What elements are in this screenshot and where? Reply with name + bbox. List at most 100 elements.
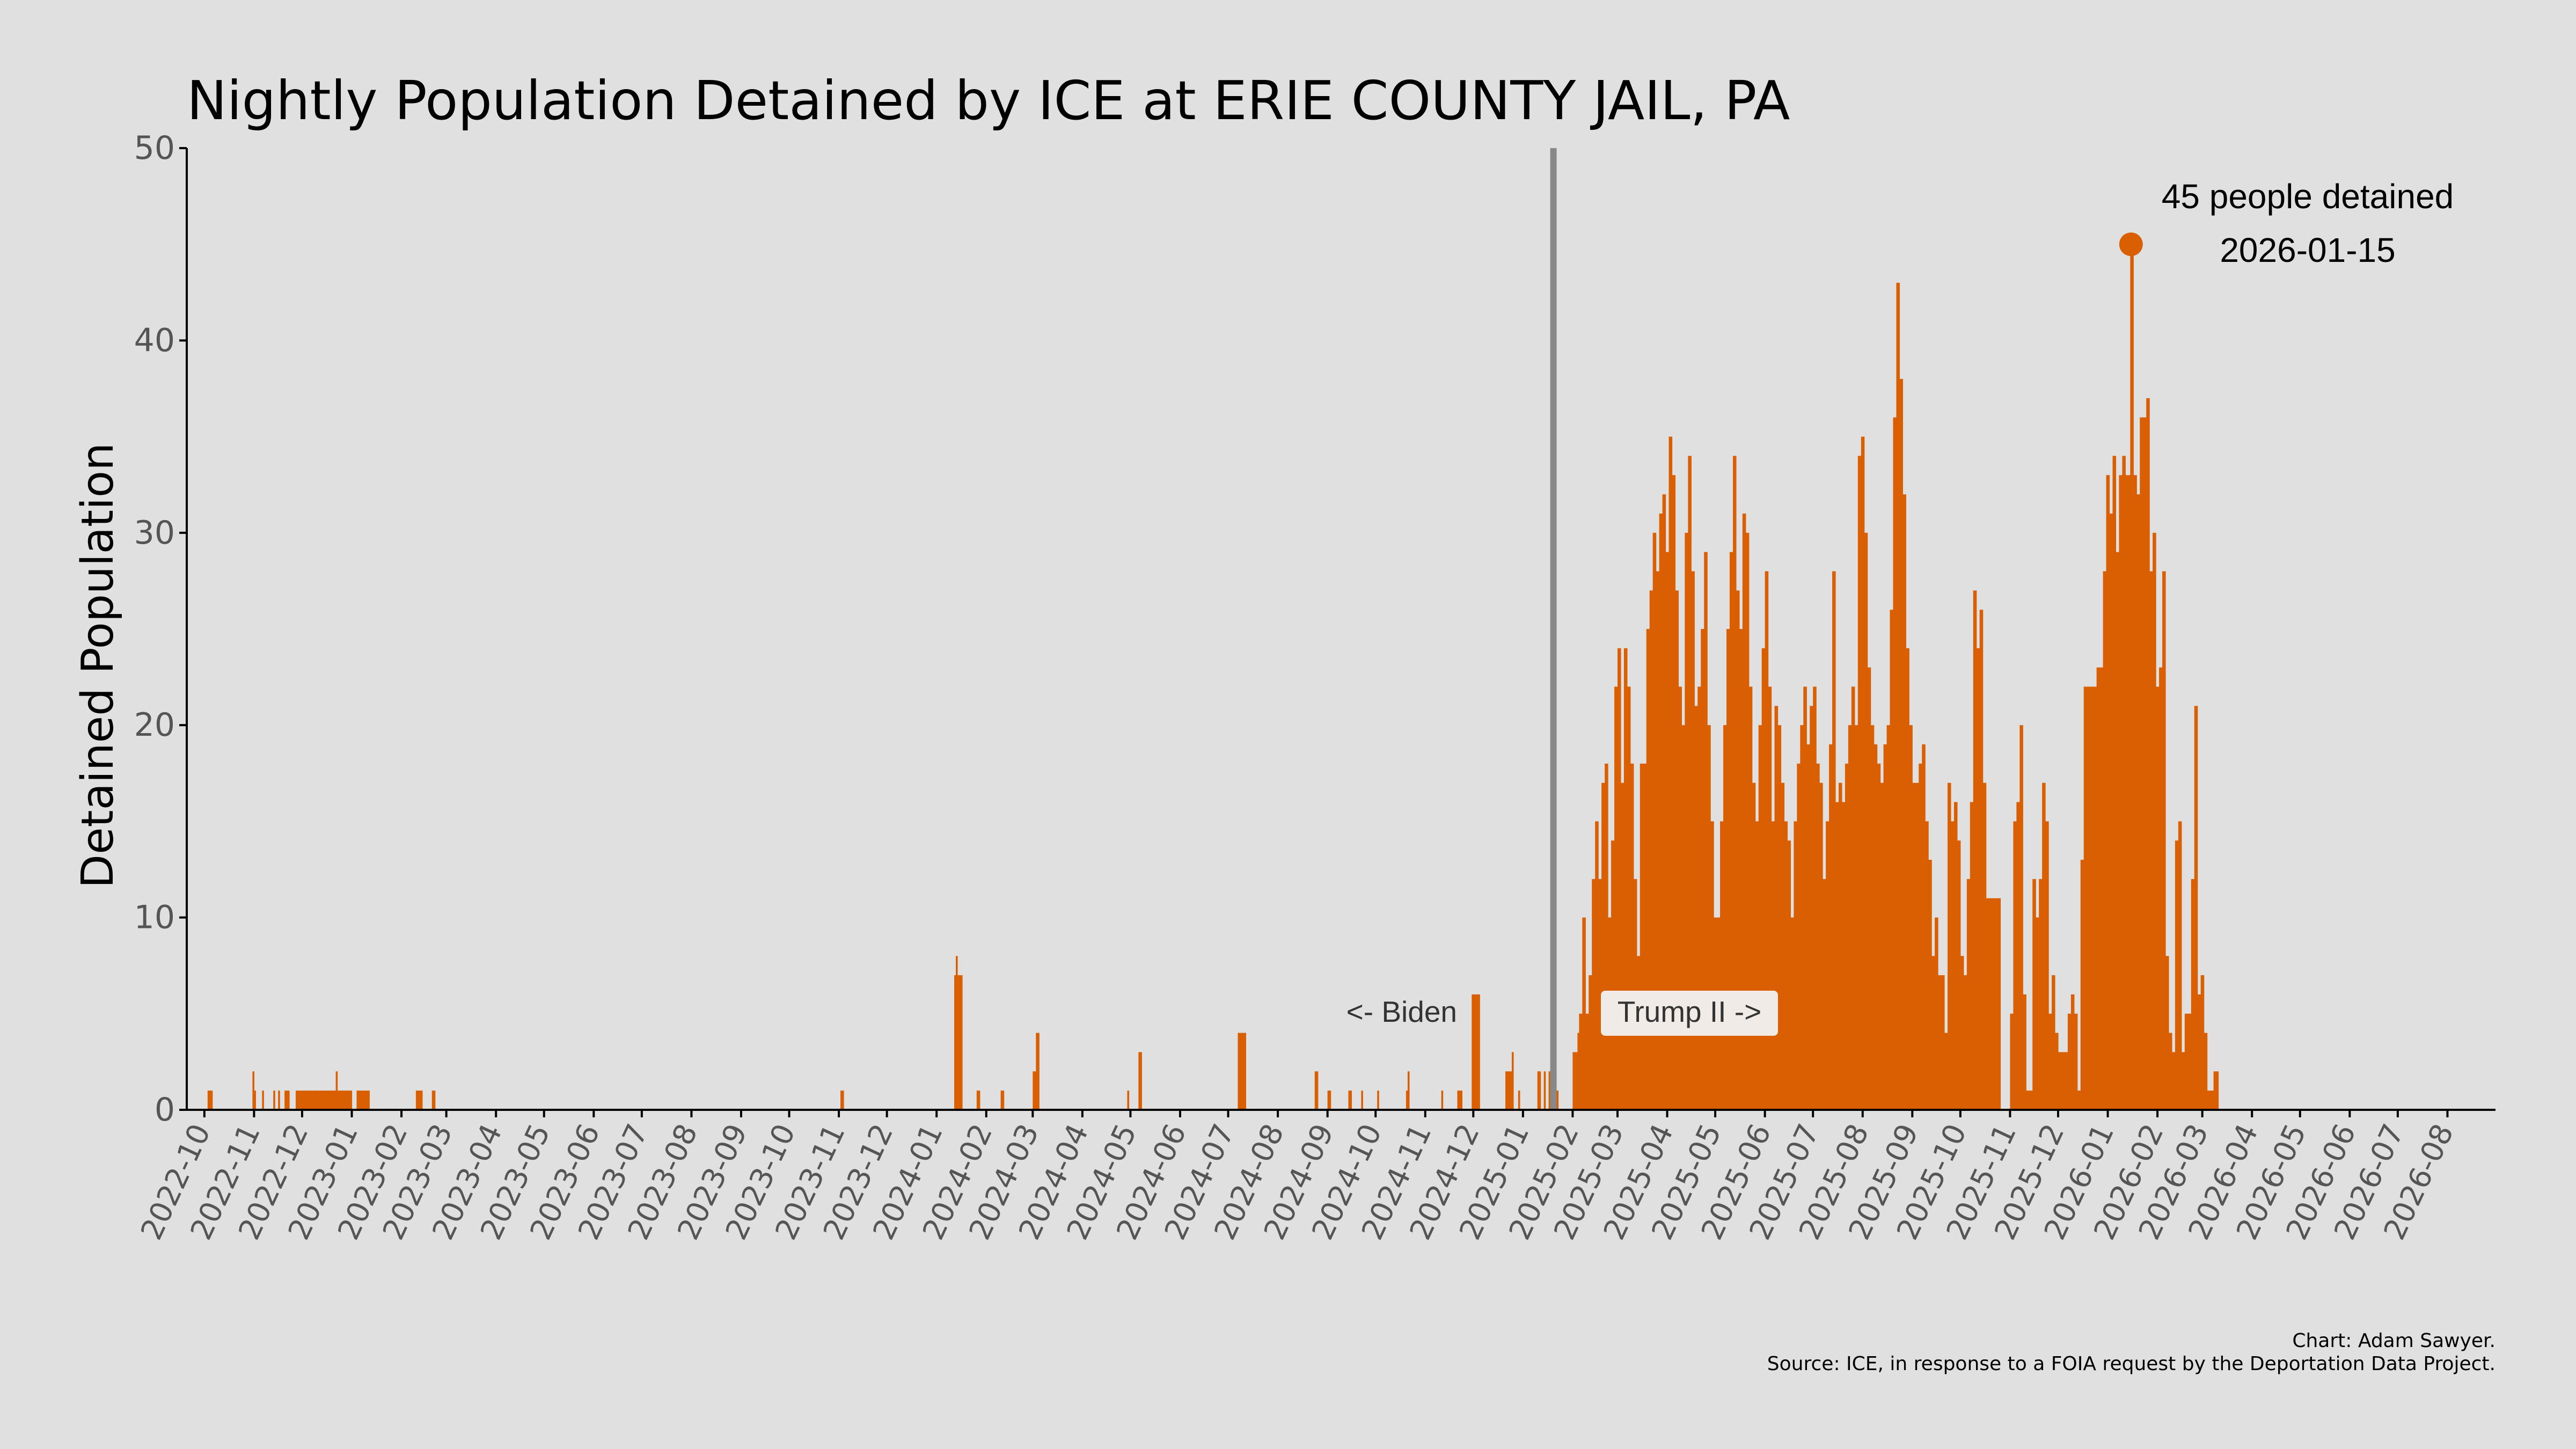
bar <box>960 975 963 1110</box>
bar <box>326 1091 328 1110</box>
bar <box>1848 725 1852 1110</box>
bar <box>306 1091 309 1110</box>
bar <box>2099 667 2104 1110</box>
bar <box>2083 686 2088 1110</box>
bar <box>2165 956 2169 1110</box>
bar <box>1640 763 1644 1110</box>
y-tick-label: 30 <box>134 514 175 552</box>
bar <box>1835 802 1839 1110</box>
bar <box>2194 706 2198 1110</box>
bar <box>1678 686 1682 1110</box>
bar <box>2074 1013 2078 1110</box>
bar <box>1543 1071 1546 1110</box>
bar <box>1973 590 1977 1110</box>
bar <box>1886 725 1891 1110</box>
bar <box>1819 782 1823 1110</box>
bar <box>2016 802 2020 1110</box>
bar <box>1506 1071 1509 1110</box>
bar <box>2106 475 2110 1110</box>
bar <box>1675 590 1679 1110</box>
bar <box>1890 610 1894 1110</box>
bar <box>2136 494 2140 1110</box>
bar <box>1957 840 1961 1110</box>
bar <box>1000 1091 1003 1110</box>
bar <box>1841 802 1846 1110</box>
bar <box>342 1091 345 1110</box>
bar <box>319 1091 322 1110</box>
peak-annotation-date: 2026-01-15 <box>2220 231 2395 269</box>
bar <box>2119 475 2123 1110</box>
bar <box>976 1091 979 1110</box>
credit-source: Source: ICE, in response to a FOIA reque… <box>1767 1353 2496 1375</box>
bar <box>2039 879 2043 1110</box>
bar <box>1742 513 1746 1110</box>
bar <box>2191 879 2195 1110</box>
bar <box>2197 994 2201 1110</box>
bar <box>1989 898 1993 1110</box>
bar <box>2187 1013 2192 1110</box>
bar <box>1845 763 1849 1110</box>
bar <box>1896 282 1900 1110</box>
bar <box>2013 821 2017 1110</box>
bar <box>1623 648 1628 1110</box>
bar <box>1036 1033 1038 1110</box>
y-tick-label: 20 <box>134 706 175 744</box>
bar <box>1574 1052 1578 1110</box>
bar <box>358 1091 361 1110</box>
y-axis-label: Detained Population <box>72 443 123 888</box>
bar <box>2216 1071 2219 1110</box>
bar <box>254 1091 256 1110</box>
bar <box>2204 1033 2208 1110</box>
bar <box>2090 686 2094 1110</box>
bar <box>347 1091 349 1110</box>
bar <box>1459 1091 1461 1110</box>
bar <box>2048 1013 2052 1110</box>
bar <box>1999 898 2001 1110</box>
bar <box>1864 532 1868 1110</box>
bar <box>1761 648 1766 1110</box>
bar <box>252 1071 254 1110</box>
bar <box>954 975 956 1110</box>
bar <box>1244 1033 1246 1110</box>
bar <box>286 1091 288 1110</box>
bar <box>2133 475 2137 1110</box>
bar <box>329 1091 332 1110</box>
bar <box>324 1091 327 1110</box>
bar <box>2077 1091 2081 1110</box>
bar <box>363 1091 365 1110</box>
bar <box>2087 686 2091 1110</box>
bar <box>2130 244 2132 1110</box>
bar <box>311 1091 314 1110</box>
bar <box>1771 821 1775 1110</box>
bar <box>2143 417 2147 1110</box>
bar <box>209 1091 211 1110</box>
bar <box>1790 917 1794 1110</box>
bar <box>1893 417 1897 1110</box>
bar <box>1685 532 1688 1110</box>
bar <box>1505 1071 1507 1110</box>
bar <box>978 1091 980 1110</box>
bar <box>368 1091 370 1110</box>
bar <box>2116 552 2120 1110</box>
bar <box>348 1091 351 1110</box>
bar <box>1947 782 1951 1110</box>
bar <box>1508 1071 1511 1110</box>
bar <box>1906 648 1909 1110</box>
bar <box>1681 725 1685 1110</box>
bar <box>331 1091 333 1110</box>
bar <box>1832 571 1836 1110</box>
bar <box>1851 686 1855 1110</box>
bar <box>1922 744 1926 1110</box>
bar <box>1944 1033 1948 1110</box>
bar <box>1829 744 1833 1110</box>
bar <box>1854 725 1858 1110</box>
bar <box>2128 475 2131 1110</box>
bar <box>1329 1091 1331 1110</box>
trump-label-box <box>1601 991 1778 1036</box>
bar <box>1138 1052 1140 1110</box>
bar <box>2181 1052 2185 1110</box>
bar <box>1665 552 1670 1110</box>
peak-marker <box>2119 232 2143 257</box>
bar <box>1919 763 1922 1110</box>
bar <box>958 975 961 1110</box>
